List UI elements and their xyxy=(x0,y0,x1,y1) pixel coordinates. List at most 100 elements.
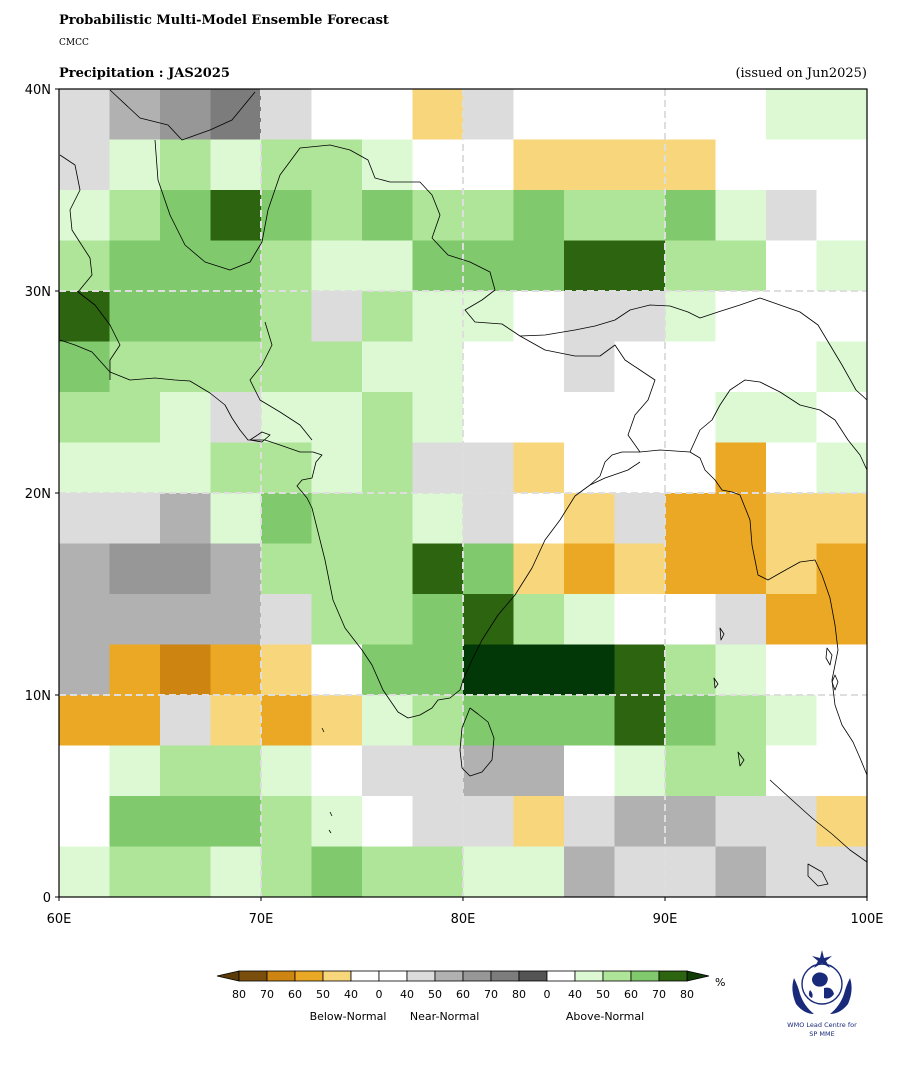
forecast-cell xyxy=(362,493,413,544)
forecast-cell xyxy=(564,392,615,443)
forecast-cell xyxy=(513,341,565,393)
forecast-cell xyxy=(311,543,363,595)
forecast-cell xyxy=(564,291,615,342)
legend-swatch xyxy=(266,970,296,982)
legend-swatch xyxy=(462,970,492,982)
forecast-cell xyxy=(59,846,110,898)
forecast-cell xyxy=(463,291,514,342)
forecast-cell xyxy=(665,240,716,292)
legend-tick-label: 50 xyxy=(316,988,330,1001)
forecast-cell xyxy=(513,240,565,292)
forecast-cell xyxy=(261,442,312,494)
forecast-cell xyxy=(513,745,565,797)
forecast-cell xyxy=(463,594,514,645)
color-legend: 80 70 60 50 40 0 40 50 60 70 80 0 40 50 60 70 80% Below-N… xyxy=(216,970,725,1023)
forecast-cell xyxy=(412,543,464,595)
forecast-cell xyxy=(160,190,211,241)
forecast-cell xyxy=(513,89,565,140)
forecast-cell xyxy=(160,695,211,746)
forecast-cell xyxy=(614,139,666,191)
forecast-cell xyxy=(362,240,413,292)
forecast-cell xyxy=(665,190,716,241)
forecast-cell xyxy=(715,543,767,595)
forecast-cell xyxy=(160,139,211,191)
axis-ticks: 60E 70E 80E 90E 100E 0 10N 20N 30N 40N xyxy=(25,83,884,927)
forecast-cell xyxy=(261,392,312,443)
legend-swatch xyxy=(322,970,352,982)
forecast-cell xyxy=(412,291,464,342)
forecast-cell xyxy=(59,291,110,342)
forecast-cell xyxy=(109,139,161,191)
legend-group-label: Near-Normal xyxy=(410,1010,479,1023)
forecast-cell xyxy=(513,139,565,191)
y-tick-label: 10N xyxy=(25,689,51,704)
legend-tick-label: 40 xyxy=(400,988,414,1001)
x-tick-label: 100E xyxy=(850,912,883,927)
forecast-cell xyxy=(109,846,161,898)
forecast-cell xyxy=(665,493,716,544)
legend-tick-label: 60 xyxy=(288,988,302,1001)
forecast-cell xyxy=(614,240,666,292)
forecast-cell xyxy=(311,392,363,443)
forecast-cell xyxy=(564,644,615,696)
forecast-cell xyxy=(564,139,615,191)
forecast-cell xyxy=(766,190,817,241)
forecast-cell xyxy=(513,442,565,494)
forecast-cell xyxy=(210,291,262,342)
forecast-cell xyxy=(261,796,312,847)
x-tick-label: 80E xyxy=(451,912,476,927)
model-name: CMCC xyxy=(59,38,89,48)
legend-tick-label: 70 xyxy=(484,988,498,1001)
forecast-cell xyxy=(665,291,716,342)
forecast-cell xyxy=(665,594,716,645)
forecast-cell xyxy=(160,796,211,847)
legend-group-label: Below-Normal xyxy=(310,1010,387,1023)
forecast-cell xyxy=(362,745,413,797)
legend-tick-label: 50 xyxy=(596,988,610,1001)
legend-tick-label: 70 xyxy=(260,988,274,1001)
forecast-cell xyxy=(614,493,666,544)
forecast-cell xyxy=(210,341,262,393)
forecast-cell xyxy=(513,695,565,746)
forecast-cell xyxy=(59,139,110,191)
forecast-cell xyxy=(311,594,363,645)
forecast-cell xyxy=(564,796,615,847)
forecast-cell xyxy=(564,493,615,544)
forecast-cell xyxy=(665,796,716,847)
legend-swatch xyxy=(630,970,660,982)
forecast-cell xyxy=(665,695,716,746)
forecast-cell xyxy=(109,796,161,847)
forecast-cell xyxy=(463,139,514,191)
forecast-cell xyxy=(513,594,565,645)
forecast-cell xyxy=(665,139,716,191)
forecast-cell xyxy=(109,745,161,797)
forecast-cell xyxy=(261,493,312,544)
forecast-cell xyxy=(463,493,514,544)
forecast-cell xyxy=(564,594,615,645)
forecast-cell xyxy=(362,796,413,847)
issue-date: (issued on Jun2025) xyxy=(735,66,867,81)
forecast-cell xyxy=(715,341,767,393)
forecast-cell xyxy=(816,442,868,494)
forecast-cell xyxy=(59,493,110,544)
legend-swatch xyxy=(518,970,548,982)
forecast-cell xyxy=(210,493,262,544)
forecast-cell xyxy=(766,240,817,292)
forecast-cell xyxy=(816,543,868,595)
forecast-cell xyxy=(766,291,817,342)
forecast-cell xyxy=(160,240,211,292)
forecast-cell xyxy=(261,89,312,140)
forecast-cell xyxy=(463,392,514,443)
forecast-cell xyxy=(210,846,262,898)
forecast-cell xyxy=(816,89,868,140)
forecast-cell xyxy=(463,695,514,746)
forecast-cell xyxy=(311,442,363,494)
forecast-cell xyxy=(261,190,312,241)
forecast-cell xyxy=(665,543,716,595)
forecast-subtitle: Precipitation : JAS2025 xyxy=(59,66,230,81)
forecast-cell xyxy=(59,543,110,595)
forecast-cell xyxy=(513,644,565,696)
forecast-cell xyxy=(715,695,767,746)
legend-tick-label: 0 xyxy=(376,988,383,1001)
forecast-cell xyxy=(715,846,767,898)
